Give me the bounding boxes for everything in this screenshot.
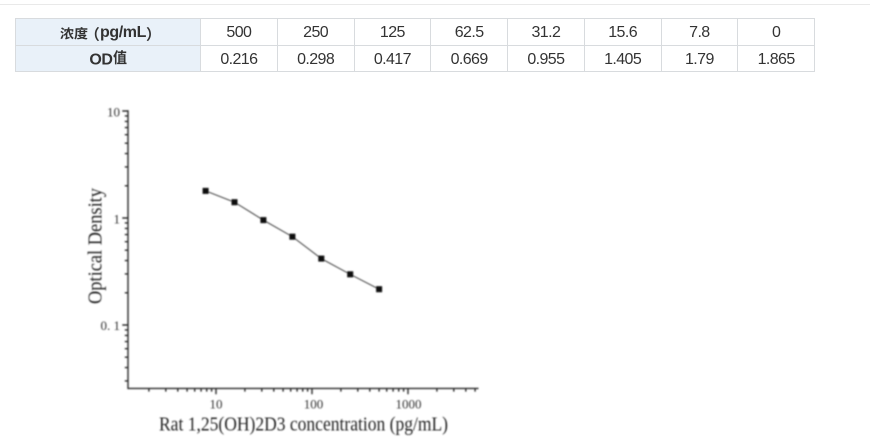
svg-text:0. 1: 0. 1 — [101, 318, 121, 333]
svg-text:100: 100 — [304, 397, 324, 412]
svg-text:Rat 1,25(OH)2D3 concentration: Rat 1,25(OH)2D3 concentration (pg/mL) — [159, 414, 448, 436]
svg-text:1000: 1000 — [396, 397, 422, 412]
svg-text:10: 10 — [107, 105, 120, 120]
svg-text:10: 10 — [210, 397, 223, 412]
svg-text:1: 1 — [114, 212, 121, 227]
svg-text:Optical Density: Optical Density — [85, 188, 107, 304]
